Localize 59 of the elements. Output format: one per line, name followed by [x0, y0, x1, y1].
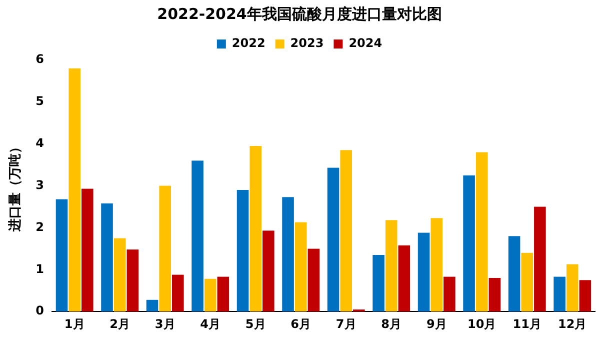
legend-label: 2024 [348, 36, 382, 50]
bar [385, 220, 398, 312]
x-tick-label: 10月 [468, 316, 496, 331]
bar [204, 278, 216, 312]
bar [418, 232, 430, 312]
bar [82, 188, 94, 312]
bar [217, 276, 230, 312]
bar [308, 248, 320, 312]
bar [566, 264, 578, 312]
y-tick-label: 4 [36, 136, 44, 150]
bar [146, 300, 158, 312]
x-tick-label: 12月 [558, 316, 587, 331]
bar [172, 274, 184, 312]
bar [463, 175, 475, 312]
bar [159, 186, 171, 312]
bar [192, 160, 204, 312]
x-tick-label: 11月 [512, 316, 542, 331]
x-tick-label: 6月 [290, 316, 312, 331]
y-tick-label: 3 [36, 178, 44, 192]
bar [444, 276, 456, 312]
chart-title: 2022-2024年我国硫酸月度进口量对比图 [157, 4, 442, 23]
x-tick-label: 5月 [245, 316, 266, 331]
bar [398, 245, 410, 312]
x-tick-label: 9月 [426, 316, 447, 331]
bar [508, 236, 520, 312]
bar [101, 203, 113, 312]
bar [294, 222, 307, 312]
bar [534, 206, 546, 312]
legend-label: 2022 [232, 36, 266, 50]
x-tick-label: 7月 [336, 316, 356, 331]
x-tick-label: 4月 [200, 316, 221, 331]
x-tick-label: 8月 [381, 316, 402, 331]
bar [236, 190, 249, 312]
bar [340, 150, 352, 312]
y-tick-label: 6 [36, 52, 44, 66]
bar [68, 68, 80, 312]
bar [250, 146, 262, 312]
bar [372, 254, 384, 312]
bar [430, 218, 443, 312]
y-tick-label: 2 [36, 220, 44, 234]
x-tick-label: 2月 [110, 316, 130, 331]
bar [114, 238, 126, 312]
bar [521, 252, 534, 312]
y-tick-label: 1 [36, 262, 44, 276]
bar [262, 230, 274, 312]
y-axis-title: 进口量（万吨） [8, 140, 24, 232]
bar [476, 152, 488, 312]
y-tick-label: 5 [36, 94, 44, 108]
bar [282, 197, 294, 312]
bar [554, 276, 566, 312]
bar [579, 280, 592, 312]
bar [56, 199, 68, 312]
legend-label: 2023 [290, 36, 324, 50]
x-tick-label: 3月 [154, 316, 176, 331]
x-tick-label: 1月 [64, 316, 85, 331]
y-tick-label: 0 [36, 304, 44, 318]
bar [327, 168, 340, 312]
bar [126, 250, 139, 312]
bar [488, 278, 501, 312]
